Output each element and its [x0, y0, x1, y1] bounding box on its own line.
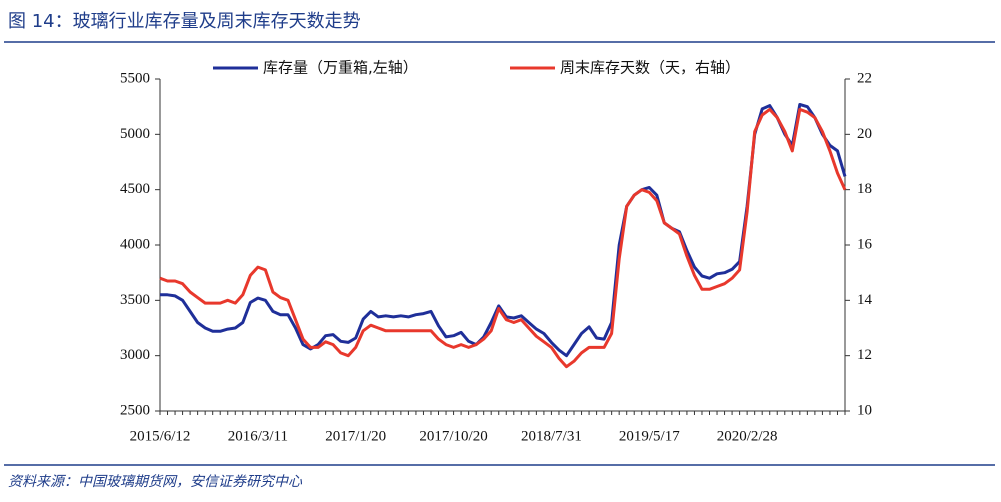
y2-tick-label: 14	[857, 292, 873, 308]
x-tick-label: 2015/6/12	[130, 428, 191, 444]
x-tick-label: 2019/5/17	[619, 428, 680, 444]
y-tick-label: 3500	[120, 292, 150, 308]
y2-tick-label: 16	[857, 236, 873, 252]
y2-tick-label: 18	[857, 181, 872, 197]
y-tick-label: 2500	[120, 402, 150, 418]
legend-label: 库存量（万重箱,左轴）	[263, 59, 418, 77]
y-tick-label: 5500	[120, 70, 150, 86]
y2-tick-label: 10	[857, 402, 872, 418]
legend-label: 周末库存天数（天，右轴）	[560, 59, 740, 77]
x-tick-label: 2020/2/28	[717, 428, 778, 444]
x-tick-label: 2017/1/20	[325, 428, 386, 444]
y-tick-label: 4500	[120, 181, 150, 197]
series-line	[159, 107, 847, 369]
y-tick-label: 4000	[120, 236, 150, 252]
source: 资料来源：中国玻璃期货网，安信证券研究中心	[8, 474, 303, 490]
y-tick-label: 3000	[120, 347, 150, 363]
y2-tick-label: 20	[857, 126, 872, 142]
y2-tick-label: 22	[857, 70, 872, 86]
chart-title: 图 14：玻璃行业库存量及周末库存天数走势	[8, 11, 361, 32]
x-tick-label: 2016/3/11	[228, 428, 288, 444]
y2-tick-label: 12	[857, 347, 872, 363]
y-tick-label: 5000	[120, 126, 150, 142]
x-tick-label: 2018/7/31	[521, 428, 582, 444]
x-tick-label: 2017/10/20	[419, 428, 487, 444]
series-line	[160, 103, 847, 358]
